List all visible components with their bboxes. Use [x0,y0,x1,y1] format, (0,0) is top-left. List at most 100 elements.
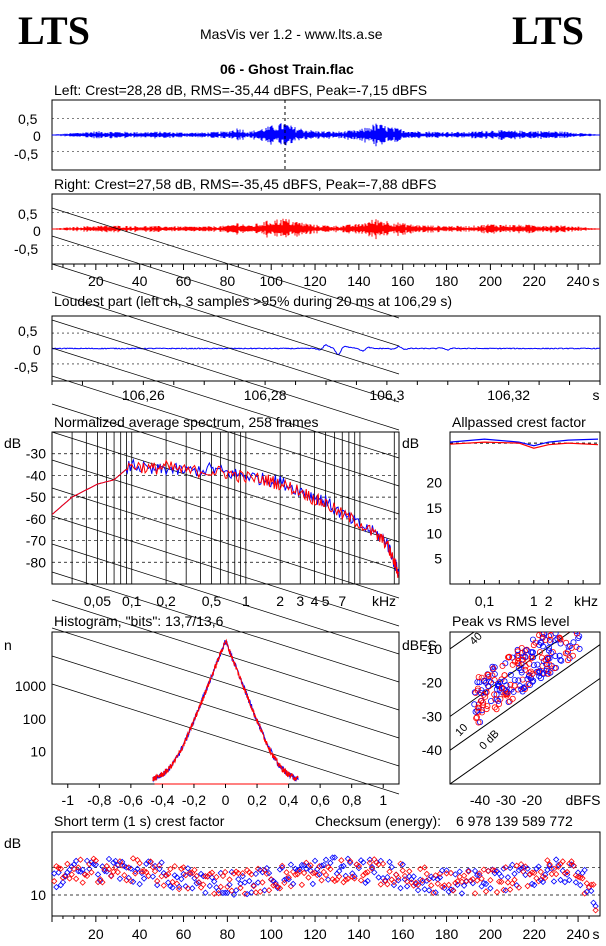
pvr-point [536,632,543,639]
spec-diagonal [51,291,400,403]
pvr-point [485,674,492,681]
st-point [118,862,126,869]
spec-xtick-9: 7 [338,593,346,609]
st-point [123,864,130,871]
st-point [250,882,257,889]
st-point [263,870,270,877]
st-point [175,883,183,890]
time-tick-label-8: 180 [435,273,459,289]
spec-diagonal [51,515,400,627]
pvr-point [573,632,580,637]
st-point [482,888,490,895]
ap-xlabel-1: 1 [530,593,538,609]
time-tick-label-0: 20 [88,273,104,289]
st-point [202,873,209,880]
loud-ytick-1: 0 [33,342,41,358]
st-point [511,876,518,883]
pvr-point [547,639,554,646]
st-point [327,865,334,873]
spec-xtick-8: 5 [322,593,330,609]
st-point [108,873,115,880]
st-point [478,883,485,890]
spectrum-frame [51,431,400,585]
st-point [197,884,205,891]
st-point [169,878,176,886]
st-point [465,868,472,875]
pvr-point [506,698,513,705]
st-point [211,878,218,885]
st-point [452,871,459,878]
time-unit: s [593,273,600,289]
short-term-frame [51,831,601,917]
st-point [471,890,479,897]
st-point [309,869,317,877]
st-point [276,866,284,873]
pvr-point [515,677,522,684]
pvr-point [475,674,482,681]
right-ytick-1: 0 [33,223,41,239]
pvr-point [536,673,543,680]
pvr-xunit: dBFS [565,792,600,808]
spec-xtick-6: 3 [296,593,304,609]
st-point [208,869,216,876]
st-point [217,869,224,877]
st-point [149,873,156,880]
st-point [401,872,409,880]
st-point [344,875,352,883]
st-point [588,887,595,895]
pvr-point [495,697,502,704]
time-tick-label-9: 200 [479,273,503,289]
st-point [193,872,200,880]
st-point [421,886,428,893]
st-point [158,859,165,866]
pvr-ytick-1: -20 [422,675,442,691]
spec-diagonal [51,655,400,767]
st-point [432,889,439,896]
allpassed-title: Allpassed crest factor [452,414,586,430]
st-point [322,871,330,879]
st-point [215,887,222,894]
st-point [399,861,406,868]
spec-ytick-5: -80 [26,554,46,570]
st-point [213,884,220,891]
app-title: MasVis ver 1.2 - www.lts.a.se [200,26,383,42]
st-point [390,881,398,889]
st-point [250,882,257,890]
pvr-point [544,655,551,662]
spec-ytick-4: -70 [26,533,46,549]
st-point [500,865,507,872]
pvr-point [501,672,508,679]
pvr-point [484,703,491,710]
st-point [127,865,135,872]
st-point [379,860,387,868]
pvr-point [529,649,536,656]
st-point [259,879,266,886]
hist-xlabel-8: 0,6 [310,792,330,808]
pvr-point [475,708,482,715]
hist-xlabel-10: 1 [379,792,387,808]
pvr-point [551,665,558,672]
st-point [585,883,593,891]
st-point [77,868,84,875]
st-point [226,876,233,883]
spectrum-ylabel: dB [4,435,21,451]
hist-xlabel-7: 0,4 [279,792,299,808]
st-point [75,868,82,875]
st-point [592,907,599,914]
st-point [311,857,319,864]
st-point [191,866,198,874]
st-point [559,858,566,865]
pvr-point [570,616,575,621]
pvr-point [537,675,544,682]
spec-xunit: kHz [372,593,396,609]
st-xlabel-6: 140 [347,926,371,942]
hist-xlabel-6: 0,2 [247,792,267,808]
st-point [145,872,152,880]
st-point [75,864,82,871]
pvr-point [493,706,500,713]
st-point [55,869,62,876]
st-point [88,869,95,876]
st-point [305,874,312,881]
st-point [443,870,450,877]
st-point [171,863,178,870]
